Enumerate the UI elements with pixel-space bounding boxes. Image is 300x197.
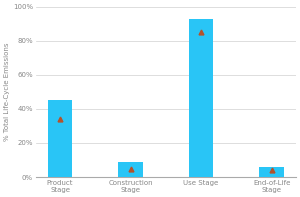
Bar — [189, 19, 214, 177]
Bar — [259, 167, 284, 177]
Bar — [48, 100, 72, 177]
Bar — [118, 162, 143, 177]
Y-axis label: % Total Life-Cycle Emissions: % Total Life-Cycle Emissions — [4, 43, 10, 141]
